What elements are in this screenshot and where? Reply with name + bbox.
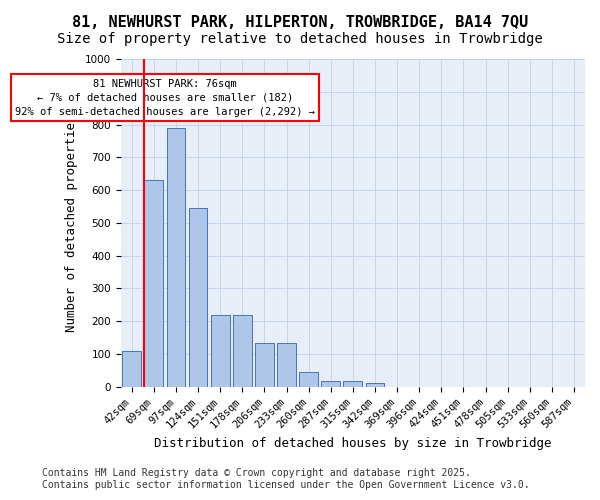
Bar <box>145 180 163 386</box>
Bar <box>167 128 185 386</box>
Bar <box>343 381 362 386</box>
Bar <box>277 342 296 386</box>
Bar <box>211 314 230 386</box>
Y-axis label: Number of detached properties: Number of detached properties <box>65 114 78 332</box>
X-axis label: Distribution of detached houses by size in Trowbridge: Distribution of detached houses by size … <box>154 437 551 450</box>
Bar <box>122 350 141 386</box>
Bar <box>233 314 252 386</box>
Bar <box>188 208 208 386</box>
Bar <box>255 342 274 386</box>
Text: Size of property relative to detached houses in Trowbridge: Size of property relative to detached ho… <box>57 32 543 46</box>
Text: 81 NEWHURST PARK: 76sqm
← 7% of detached houses are smaller (182)
92% of semi-de: 81 NEWHURST PARK: 76sqm ← 7% of detached… <box>15 78 315 116</box>
Text: 81, NEWHURST PARK, HILPERTON, TROWBRIDGE, BA14 7QU: 81, NEWHURST PARK, HILPERTON, TROWBRIDGE… <box>72 15 528 30</box>
Bar <box>365 383 385 386</box>
Bar <box>299 372 318 386</box>
Bar <box>322 381 340 386</box>
Text: Contains HM Land Registry data © Crown copyright and database right 2025.
Contai: Contains HM Land Registry data © Crown c… <box>42 468 530 490</box>
